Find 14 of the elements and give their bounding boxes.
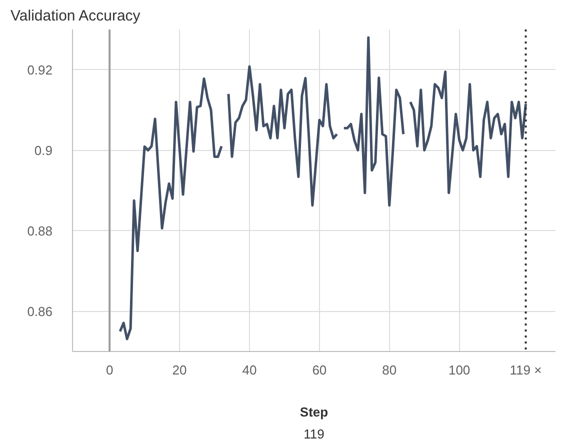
x-tick-label: 60 [312, 362, 327, 378]
x-tick-label: 80 [382, 362, 397, 378]
x-tick-label: 20 [172, 362, 187, 378]
x-tick-label: 100 [448, 362, 470, 378]
text: 119 [304, 426, 324, 442]
chart-title: Validation Accuracy [10, 8, 141, 24]
x-tick-label: 0 [106, 362, 114, 378]
ref-line-label: 119 × [510, 362, 542, 378]
y-tick-label: 0.86 [27, 304, 53, 319]
y-tick-label: 0.88 [27, 223, 53, 238]
x-tick-label: 40 [242, 362, 257, 378]
x-axis-title: Step [300, 404, 328, 420]
y-tick-label: 0.92 [27, 62, 53, 78]
y-tick-label: 0.9 [34, 142, 53, 158]
